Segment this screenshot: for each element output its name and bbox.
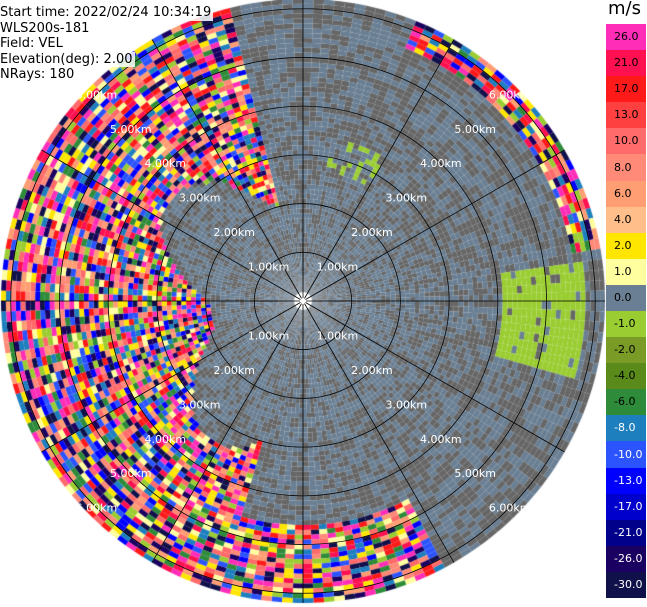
field-label: Field: VEL [0, 36, 65, 52]
colorbar-tick-label: -6.0 [614, 395, 636, 409]
colorbar-swatch [606, 24, 646, 51]
colorbar-tick-label: -17.0 [614, 499, 643, 513]
range-ring-label: 5.00km [454, 123, 496, 136]
colorbar-tick-label: -4.0 [614, 369, 636, 383]
colorbar-swatch [606, 128, 646, 155]
range-ring-label: 4.00km [420, 433, 462, 446]
range-ring-label: 5.00km [454, 467, 496, 480]
azimuth-spoke-330 [151, 39, 304, 302]
range-ring-label: 2.00km [351, 226, 393, 239]
colorbar-swatch [606, 232, 646, 260]
colorbar-swatch [606, 545, 646, 573]
colorbar-swatch [606, 311, 646, 338]
colorbar-tick-label: -26.0 [614, 551, 643, 565]
colorbar-tick-label: -2.0 [614, 343, 636, 357]
colorbar-swatch [606, 389, 646, 416]
info-panel: Start time: 2022/02/24 10:34:19 WLS200s-… [0, 5, 214, 83]
range-ring-label: 6.00km [76, 88, 118, 101]
colorbar-tick-label: 1.0 [614, 264, 632, 278]
range-ring-label: 4.00km [420, 157, 462, 170]
azimuth-spoke-60 [302, 149, 565, 302]
colorbar-swatch [606, 50, 646, 77]
range-ring-label: 1.00km [248, 329, 290, 342]
colorbar-tick-label: -30.0 [614, 577, 643, 591]
colorbar-swatch [606, 415, 646, 442]
colorbar-tick-label: 26.0 [614, 30, 639, 44]
range-ring-label: 3.00km [386, 192, 428, 205]
colorbar-swatch [606, 154, 646, 182]
colorbar-swatch [606, 102, 646, 129]
colorbar-tick-label: 13.0 [614, 108, 639, 122]
range-ring-label: 1.00km [317, 329, 359, 342]
colorbar-swatch [606, 206, 646, 234]
colorbar-tick-label: 21.0 [614, 56, 639, 70]
azimuth-spoke-30 [302, 39, 455, 302]
azimuth-spoke-240 [41, 300, 304, 453]
colorbar-swatch [606, 180, 646, 208]
range-ring-label: 2.00km [213, 226, 255, 239]
colorbar-tick-label: -10.0 [614, 447, 643, 461]
colorbar-tick-label: 10.0 [614, 134, 639, 148]
colorbar-tick-label: 17.0 [614, 82, 639, 96]
colorbar-tick-label: 2.0 [614, 238, 632, 252]
range-ring-label: 4.00km [144, 157, 186, 170]
range-ring-label: 2.00km [351, 364, 393, 377]
instrument-label: WLS200s-181 [0, 20, 92, 37]
colorbar-tick-label: -1.0 [614, 317, 636, 331]
colorbar-tick-label: -21.0 [614, 525, 643, 539]
colorbar-swatch [606, 571, 646, 599]
range-ring-label: 6.00km [489, 502, 531, 515]
range-ring-label: 6.00km [489, 88, 531, 101]
azimuth-spoke-210 [151, 300, 304, 563]
colorbar-swatch [606, 441, 646, 469]
start-time-label: Start time: 2022/02/24 10:34:19 [0, 5, 214, 21]
range-ring-label: 5.00km [110, 467, 152, 480]
colorbar-swatch [606, 519, 646, 547]
nrays-label: NRays: 180 [0, 67, 77, 83]
colorbar-tick-label: 6.0 [614, 186, 632, 200]
colorbar-tick-label: 4.0 [614, 212, 632, 226]
azimuth-spoke-300 [41, 149, 304, 302]
range-ring-label: 1.00km [317, 261, 359, 274]
range-ring-label: 2.00km [213, 364, 255, 377]
colorbar-swatch [606, 284, 646, 312]
colorbar-swatch [606, 76, 646, 103]
colorbar-unit: m/s [608, 0, 641, 19]
range-ring-label: 1.00km [248, 261, 290, 274]
azimuth-spoke-120 [302, 300, 565, 453]
radar-origin [300, 298, 306, 304]
range-ring-label: 5.00km [110, 123, 152, 136]
colorbar-swatch [606, 258, 646, 286]
range-ring-label: 6.00km [76, 502, 118, 515]
colorbar-tick-label: 0.0 [614, 290, 632, 304]
colorbar-swatch [606, 493, 646, 521]
range-ring-label: 3.00km [179, 192, 221, 205]
range-ring-label: 3.00km [179, 398, 221, 411]
colorbar-tick-label: 8.0 [614, 160, 632, 174]
colorbar-swatch [606, 363, 646, 390]
elevation-label: Elevation(deg): 2.00 [0, 51, 135, 68]
azimuth-spoke-150 [302, 300, 455, 563]
range-ring-label: 3.00km [386, 398, 428, 411]
colorbar-tick-label: -8.0 [614, 421, 636, 435]
range-ring-label: 4.00km [144, 433, 186, 446]
colorbar-swatch [606, 337, 646, 364]
colorbar-swatch [606, 467, 646, 495]
colorbar-tick-label: -13.0 [614, 473, 643, 487]
